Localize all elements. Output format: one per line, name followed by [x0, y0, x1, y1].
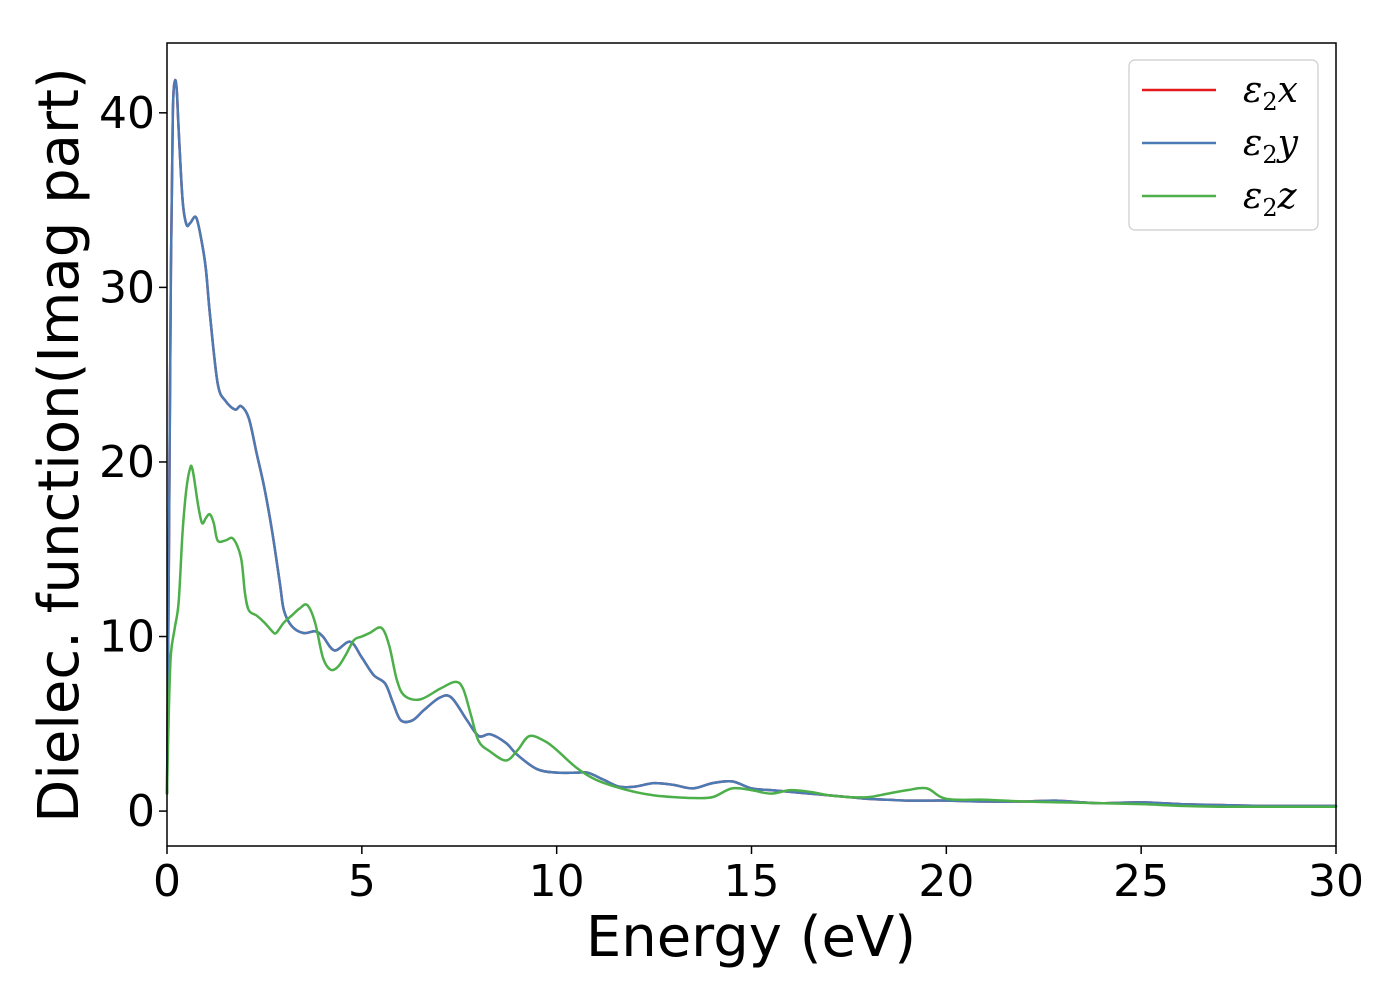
x-axis: 0 5 10 15 20 25 30	[153, 846, 1364, 907]
y-axis-label: Dielec. function(Imag part)	[27, 67, 92, 823]
legend-label-x: ε2x	[1243, 70, 1298, 116]
x-tick-label: 25	[1113, 856, 1169, 907]
series-line-z	[165, 464, 1338, 809]
legend-label-y: ε2y	[1243, 123, 1299, 169]
y-tick-label: 0	[127, 786, 155, 837]
legend-box	[1128, 59, 1319, 231]
x-tick-label: 30	[1308, 856, 1364, 907]
x-axis-label: Energy (eV)	[586, 905, 916, 970]
y-tick-label: 20	[99, 437, 155, 488]
x-tick-label: 20	[918, 856, 974, 907]
legend: ε2x ε2y ε2z	[1128, 59, 1319, 231]
legend-entries: ε2x ε2y ε2z	[1142, 70, 1299, 222]
y-axis: 0 10 20 30 40	[99, 88, 167, 837]
legend-label-z: ε2z	[1243, 176, 1298, 222]
x-tick-label: 5	[348, 856, 376, 907]
x-tick-label: 0	[153, 856, 181, 907]
series-layer	[165, 78, 1338, 809]
y-tick-label: 40	[99, 88, 155, 139]
x-tick-label: 15	[724, 856, 780, 907]
series-line-y	[165, 78, 1338, 808]
y-tick-label: 30	[99, 262, 155, 313]
y-tick-label: 10	[99, 612, 155, 663]
x-tick-label: 10	[529, 856, 585, 907]
